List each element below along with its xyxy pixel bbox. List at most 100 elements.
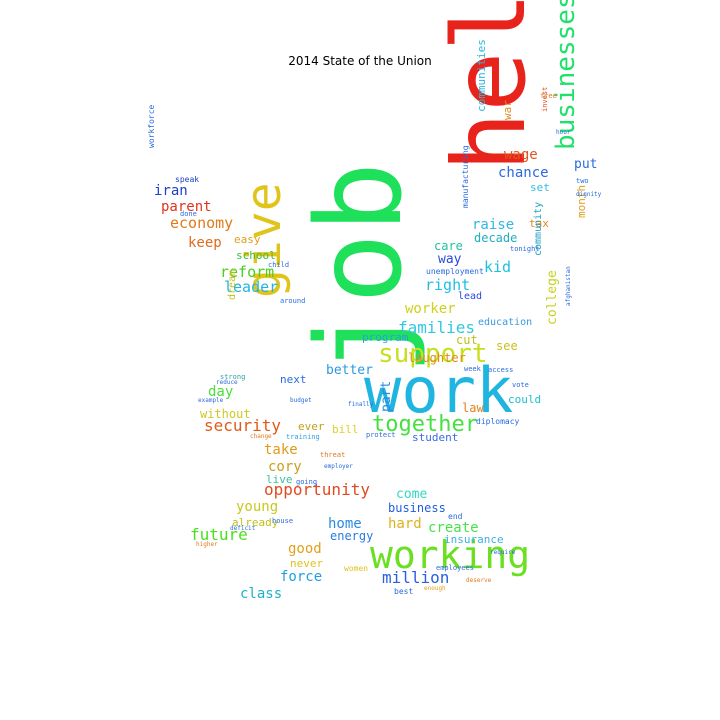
cloud-word: raise bbox=[472, 217, 515, 233]
cloud-word: support bbox=[378, 339, 488, 369]
cloud-word: easy bbox=[234, 233, 261, 246]
cloud-word: create bbox=[428, 520, 479, 536]
cloud-word: free bbox=[540, 92, 557, 100]
cloud-word: communities bbox=[475, 39, 488, 112]
cloud-word: care bbox=[434, 239, 463, 253]
cloud-word: invest bbox=[541, 86, 549, 112]
cloud-word: best bbox=[394, 587, 414, 596]
cloud-word: take bbox=[264, 442, 298, 458]
cloud-word: worker bbox=[405, 301, 456, 317]
cloud-word: employer bbox=[324, 463, 353, 470]
cloud-word: businesses bbox=[551, 0, 581, 150]
cloud-word: higher bbox=[196, 541, 218, 548]
cloud-word: tax bbox=[529, 217, 549, 230]
cloud-word: finally bbox=[348, 401, 374, 408]
cloud-word: right bbox=[425, 276, 471, 294]
cloud-word: hour bbox=[556, 129, 571, 136]
cloud-word: parent bbox=[161, 199, 212, 215]
cloud-word: put bbox=[574, 157, 598, 172]
cloud-word: young bbox=[236, 499, 279, 515]
cloud-word: reduce bbox=[216, 379, 238, 386]
cloud-word: access bbox=[488, 366, 514, 374]
cloud-word: class bbox=[240, 586, 283, 602]
cloud-word: going bbox=[296, 478, 318, 486]
cloud-word: work bbox=[364, 354, 514, 427]
cloud-word: threat bbox=[320, 451, 346, 459]
cloud-word: week bbox=[464, 365, 481, 373]
cloud-word: program bbox=[362, 331, 409, 344]
cloud-word: manufacturing bbox=[461, 145, 470, 208]
cloud-word: college bbox=[545, 270, 560, 325]
cloud-word: come bbox=[396, 487, 428, 502]
cloud-word: insurance bbox=[444, 533, 504, 546]
cloud-word: education bbox=[478, 317, 533, 328]
cloud-word: student bbox=[412, 431, 459, 444]
cloud-word: around bbox=[280, 297, 306, 305]
cloud-word: set bbox=[530, 181, 550, 194]
cloud-word: workforce bbox=[147, 104, 156, 148]
cloud-word: month bbox=[575, 184, 588, 218]
cloud-word: budget bbox=[290, 397, 312, 404]
cloud-word: good bbox=[288, 541, 322, 557]
cloud-word: force bbox=[280, 569, 323, 585]
cloud-word: ever bbox=[298, 420, 325, 433]
cloud-word: vote bbox=[512, 381, 529, 389]
cloud-word: training bbox=[286, 433, 320, 441]
cloud-word: business bbox=[388, 501, 446, 515]
cloud-word: law bbox=[462, 401, 484, 415]
cloud-word: working bbox=[370, 533, 531, 577]
cloud-word: already bbox=[232, 516, 279, 529]
cloud-word: bill bbox=[332, 423, 359, 436]
cloud-word: decade bbox=[474, 231, 518, 245]
cloud-word: dignity bbox=[576, 191, 602, 198]
cloud-word: way bbox=[438, 252, 462, 267]
cloud-word: opportunity bbox=[264, 480, 370, 499]
cloud-word: wage bbox=[504, 147, 538, 163]
cloud-word: could bbox=[508, 393, 542, 406]
cloud-word: security bbox=[204, 416, 282, 435]
cloud-word: tonight bbox=[510, 245, 540, 253]
cloud-word: future bbox=[190, 525, 248, 544]
cloud-word: school bbox=[236, 249, 276, 262]
cloud-word: strong bbox=[220, 373, 246, 381]
cloud-word: lead bbox=[458, 291, 483, 302]
cloud-word: live bbox=[266, 473, 293, 486]
cloud-word: end bbox=[448, 512, 463, 521]
cloud-word: unemployment bbox=[426, 267, 484, 276]
cloud-word: dream bbox=[227, 269, 238, 300]
cloud-word: chance bbox=[498, 165, 549, 181]
cloud-word: families bbox=[398, 318, 476, 337]
cloud-word: better bbox=[326, 363, 373, 378]
cloud-word: diplomacy bbox=[476, 417, 520, 426]
cloud-word: two bbox=[576, 177, 589, 185]
cloud-word: laughter bbox=[408, 351, 466, 365]
cloud-word: require bbox=[490, 549, 516, 556]
cloud-word: deficit bbox=[230, 525, 256, 532]
cloud-word: war bbox=[501, 100, 514, 120]
cloud-word: iran bbox=[154, 183, 188, 199]
cloud-word: women bbox=[344, 564, 369, 573]
cloud-word: cory bbox=[268, 459, 302, 475]
cloud-word: never bbox=[290, 557, 324, 570]
cloud-word: kid bbox=[484, 258, 512, 276]
cloud-word: cut bbox=[456, 333, 478, 347]
cloud-word: leader bbox=[224, 278, 279, 296]
cloud-word: protect bbox=[366, 431, 396, 439]
cloud-word: day bbox=[208, 384, 234, 400]
cloud-word: enough bbox=[424, 585, 446, 592]
cloud-word: energy bbox=[330, 529, 374, 543]
cloud-word: hard bbox=[388, 516, 422, 532]
cloud-word: economy bbox=[170, 214, 234, 232]
cloud-word: million bbox=[382, 568, 450, 587]
cloud-word: together bbox=[372, 412, 478, 437]
cloud-word: example bbox=[198, 397, 224, 404]
cloud-word: keep bbox=[188, 235, 222, 251]
cloud-word: change bbox=[250, 433, 272, 440]
cloud-title: 2014 State of the Union bbox=[288, 54, 432, 68]
cloud-word: part bbox=[379, 380, 394, 412]
cloud-word: house bbox=[272, 517, 294, 525]
cloud-word: reform bbox=[220, 263, 275, 281]
cloud-word: home bbox=[328, 516, 362, 532]
cloud-word: done bbox=[180, 210, 197, 218]
